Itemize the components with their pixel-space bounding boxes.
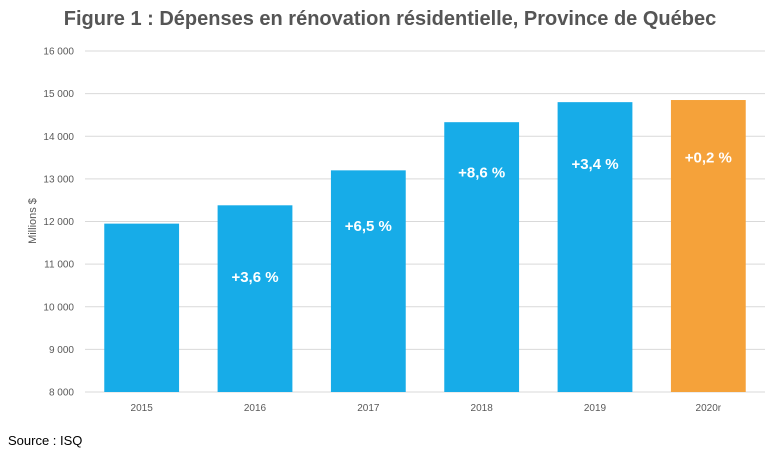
bar-2018 (444, 122, 520, 392)
bar-2019 (557, 102, 633, 393)
x-axis-labels: 2015 2016 2017 2018 2019 2020r (131, 403, 722, 414)
y-tick-label: 11 000 (44, 260, 74, 271)
data-label: +3,6 % (231, 269, 278, 286)
data-label: +0,2 % (685, 150, 732, 167)
source-note: Source : ISQ (8, 433, 83, 448)
data-label: +3,4 % (571, 156, 618, 173)
y-tick-label: 15 000 (43, 89, 74, 100)
gridlines (85, 50, 765, 393)
bar-2017 (330, 170, 406, 392)
y-tick-label: 13 000 (43, 174, 74, 185)
bar-2015 (104, 223, 180, 392)
y-tick-label: 9 000 (49, 345, 74, 356)
x-tick-label: 2019 (584, 403, 607, 414)
x-tick-label: 2016 (244, 403, 267, 414)
x-tick-label: 2017 (357, 403, 380, 414)
y-tick-label: 8 000 (49, 388, 74, 399)
bar-2016 (217, 205, 293, 392)
bars (104, 100, 746, 393)
data-label: +8,6 % (458, 164, 505, 181)
x-tick-label: 2015 (131, 403, 154, 414)
bar-2020r (670, 100, 746, 393)
data-label: +6,5 % (345, 218, 392, 235)
y-tick-label: 14 000 (43, 132, 74, 143)
data-labels: +3,6 % +6,5 % +8,6 % +3,4 % +0,2 % (231, 150, 731, 286)
x-tick-label: 2020r (696, 403, 722, 414)
chart-title: Figure 1 : Dépenses en rénovation réside… (63, 8, 717, 30)
x-tick-label: 2018 (471, 403, 494, 414)
y-tick-label: 12 000 (43, 217, 74, 228)
y-axis-ticks: 8 000 9 000 10 000 11 000 12 000 13 000 14 000… (43, 47, 74, 399)
y-tick-label: 16 000 (43, 47, 74, 58)
y-tick-label: 10 000 (43, 302, 74, 313)
y-axis-title: Millions $ (27, 198, 39, 244)
